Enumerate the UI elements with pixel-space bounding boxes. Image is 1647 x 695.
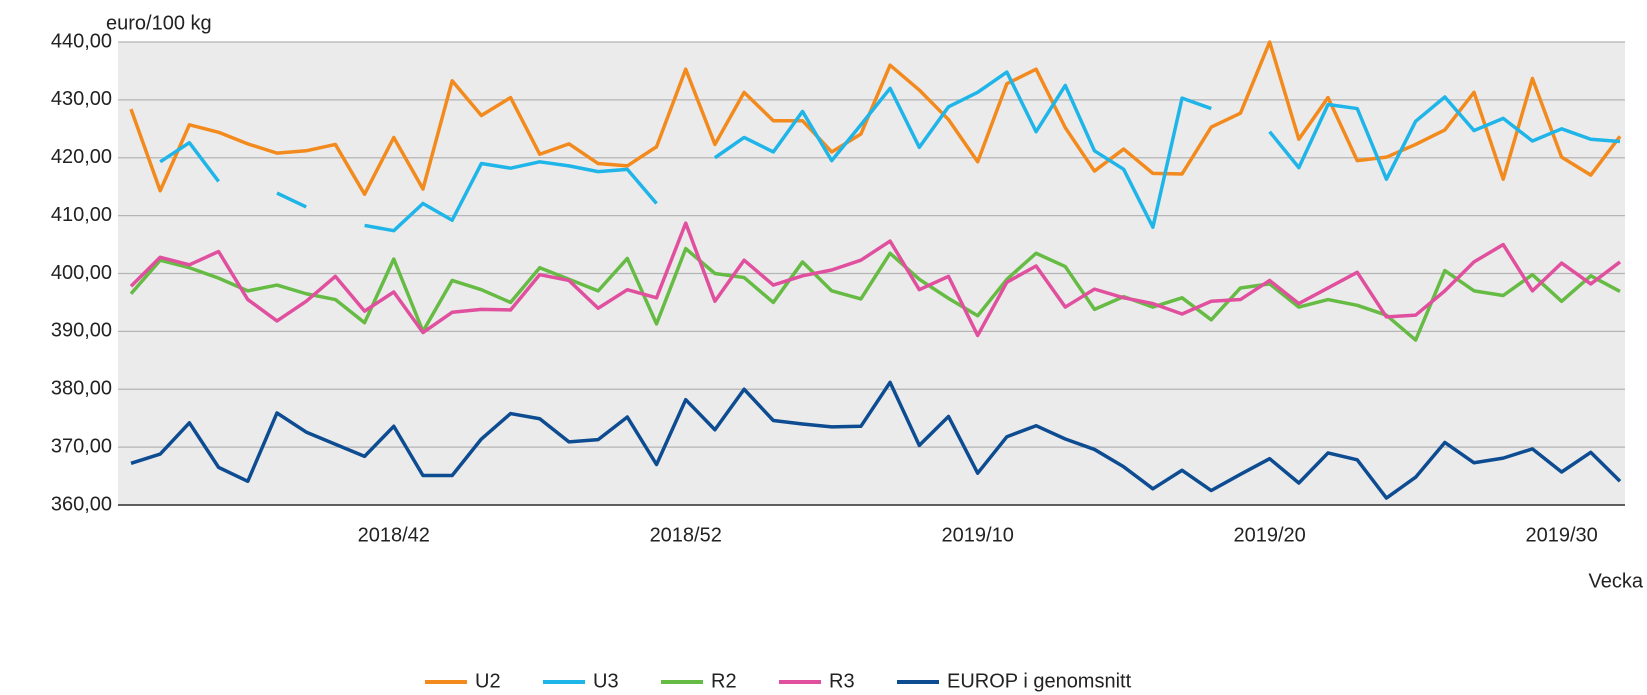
legend-label: U3 (593, 670, 619, 692)
y-tick-label: 400,00 (51, 262, 112, 284)
y-tick-label: 380,00 (51, 378, 112, 400)
series-line (129, 40, 1622, 196)
legend-label: EUROP i genomsnitt (947, 670, 1132, 692)
series-line (129, 246, 1621, 342)
y-tick-label: 360,00 (51, 493, 112, 515)
y-tick-label: 440,00 (51, 30, 112, 52)
series-line (129, 221, 1622, 338)
y-tick-label: 390,00 (51, 320, 112, 342)
x-axis-label: Vecka (1589, 570, 1644, 592)
x-tick-label: 2018/42 (358, 524, 430, 546)
y-tick-label: 410,00 (51, 204, 112, 226)
y-tick-label: 430,00 (51, 88, 112, 110)
legend-label: R3 (829, 670, 855, 692)
series-line (713, 70, 1212, 229)
series-line (364, 160, 658, 233)
legend-label: R2 (711, 670, 737, 692)
series-line (130, 380, 1622, 500)
series-line (1268, 95, 1621, 181)
series-line (276, 191, 307, 209)
y-tick-label: 420,00 (51, 146, 112, 168)
x-tick-label: 2019/10 (942, 524, 1014, 546)
x-tick-label: 2019/30 (1525, 524, 1597, 546)
x-tick-label: 2018/52 (650, 524, 722, 546)
y-tick-label: 370,00 (51, 435, 112, 457)
series-line (159, 140, 220, 183)
y-axis-label: euro/100 kg (106, 12, 212, 34)
x-tick-label: 2019/20 (1233, 524, 1305, 546)
legend-label: U2 (475, 670, 501, 692)
